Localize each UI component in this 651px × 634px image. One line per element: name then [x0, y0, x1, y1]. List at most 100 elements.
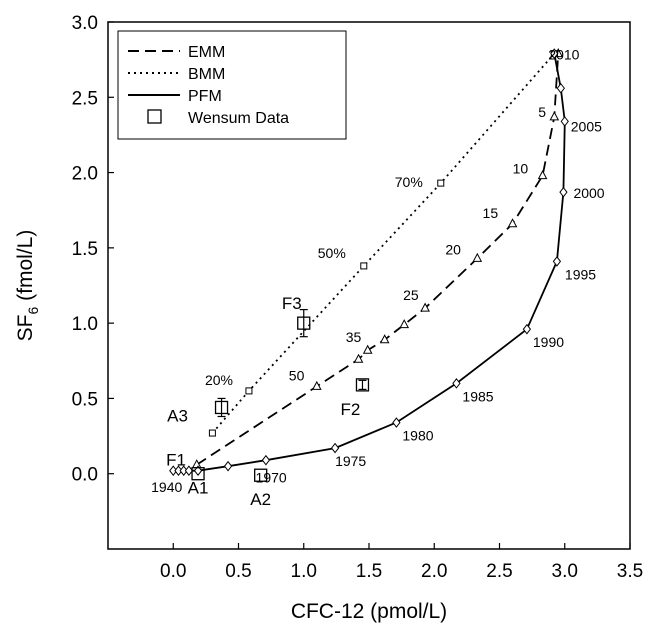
observation-a1: A1	[188, 479, 209, 498]
observation-marker	[297, 316, 311, 330]
data-point-emm	[472, 252, 483, 262]
legend-entry: Wensum Data	[147, 109, 289, 127]
data-point-pfm	[330, 442, 340, 454]
legend-entry: PFM	[128, 88, 222, 105]
observation-label: F3	[282, 294, 302, 313]
legend-label: PFM	[188, 88, 222, 105]
data-point-pfm	[552, 256, 562, 267]
data-point-emm	[362, 344, 373, 354]
observation-f2: F2	[341, 378, 370, 419]
data-point-pfm	[550, 48, 559, 59]
point-label: 35	[346, 329, 362, 345]
y-axis-title-subscript: 6	[25, 306, 41, 314]
point-label: 10	[513, 161, 529, 177]
data-point-pfm	[392, 417, 401, 428]
point-label: 20%	[205, 372, 233, 388]
legend-box	[117, 30, 347, 140]
point-label: 2010	[548, 47, 579, 63]
observation-label: A2	[250, 490, 271, 509]
point-label: 50%	[318, 245, 346, 261]
series-layer: 50 35 25 20 15 10 5 20% 50% 70% 1975 1980 1985 1990 19…	[169, 47, 605, 477]
point-label: 2000	[573, 185, 604, 201]
observation-a2: A2	[250, 468, 271, 509]
data-point-pfm	[452, 378, 461, 389]
legend-entry: BMM	[128, 66, 225, 83]
legend-label: BMM	[188, 66, 225, 83]
data-point-pfm	[193, 465, 203, 477]
observation-marker	[355, 378, 370, 392]
y-tick-label: 2.0	[72, 164, 98, 185]
x-tick-label: 0.0	[160, 561, 186, 582]
y-tick-label: 1.5	[72, 239, 98, 260]
data-point-pfm	[559, 186, 568, 198]
series-line-emm	[196, 53, 560, 466]
data-point-bmm	[437, 179, 445, 187]
y-tick-label: 1.0	[72, 314, 98, 335]
data-point-emm	[379, 334, 390, 344]
data-point-pfm	[560, 116, 569, 127]
annotations-layer: 1940 1970	[151, 470, 287, 495]
x-tick-label: 0.5	[225, 561, 251, 582]
data-point-emm	[353, 353, 364, 363]
observation-label: F2	[341, 400, 361, 419]
legend-label: Wensum Data	[188, 110, 289, 127]
point-label: 50	[289, 367, 305, 383]
observation-f1: F1	[166, 451, 205, 481]
data-point-bmm	[360, 262, 368, 270]
observation-label: A1	[188, 479, 209, 498]
point-label: 1990	[533, 334, 564, 350]
data-point-bmm	[245, 387, 253, 395]
annotation: 1970	[256, 470, 287, 486]
data-point-pfm	[223, 460, 233, 472]
x-tick-label: 3.5	[617, 561, 643, 582]
x-tick-label: 2.0	[421, 561, 447, 582]
point-label: 5	[538, 104, 546, 120]
x-axis-title: CFC-12 (pmol/L)	[291, 600, 447, 623]
data-point-emm	[537, 170, 548, 180]
point-label: 20	[445, 241, 461, 257]
observation-marker	[191, 467, 205, 481]
y-tick-label: 3.0	[72, 13, 98, 34]
y-tick-label: 0.5	[72, 389, 98, 410]
point-label: 1975	[335, 453, 366, 469]
x-tick-label: 2.5	[486, 561, 512, 582]
y-tick-label: 2.5	[72, 88, 98, 109]
observation-marker	[214, 400, 229, 415]
point-label: 15	[483, 205, 499, 221]
data-point-pfm	[184, 465, 194, 477]
observation-f3: F3	[282, 294, 311, 338]
series-line-bmm	[211, 53, 555, 434]
legend-label: EMM	[188, 44, 225, 61]
observation-label: F1	[166, 451, 186, 470]
point-label: 1995	[565, 266, 596, 282]
point-label: 25	[403, 287, 419, 303]
data-point-pfm	[522, 323, 532, 335]
data-point-emm	[507, 218, 518, 228]
x-tick-label: 3.0	[552, 561, 578, 582]
y-axis-title-unit: (fmol/L)	[14, 230, 37, 307]
observation-label: A3	[167, 406, 188, 425]
x-tick-label: 1.0	[291, 561, 317, 582]
point-label: 1985	[462, 388, 493, 404]
data-point-pfm	[556, 82, 565, 94]
data-point-bmm	[208, 429, 216, 437]
data-point-emm	[311, 380, 322, 390]
annotation: 1940	[151, 479, 182, 495]
legend-swatch	[147, 109, 162, 124]
data-point-emm	[420, 302, 430, 312]
legend-entry: EMM	[128, 44, 225, 61]
observation-marker	[254, 468, 268, 482]
y-axis-title-main: SF	[14, 314, 37, 341]
x-axis-ticks: 0.0 0.5 1.0 1.5 2.0 2.5 3.0 3.5	[160, 543, 643, 582]
point-label: 1980	[402, 428, 433, 444]
y-axis-title: SF6 (fmol/L)	[14, 230, 41, 342]
point-label: 2005	[571, 118, 602, 134]
legend: EMM BMM PFM Wensum Data	[117, 30, 347, 140]
data-point-emm	[399, 319, 410, 329]
point-label: 70%	[395, 174, 423, 190]
x-tick-label: 1.5	[356, 561, 382, 582]
series-emm: 50 35 25 20 15 10 5	[191, 48, 564, 469]
